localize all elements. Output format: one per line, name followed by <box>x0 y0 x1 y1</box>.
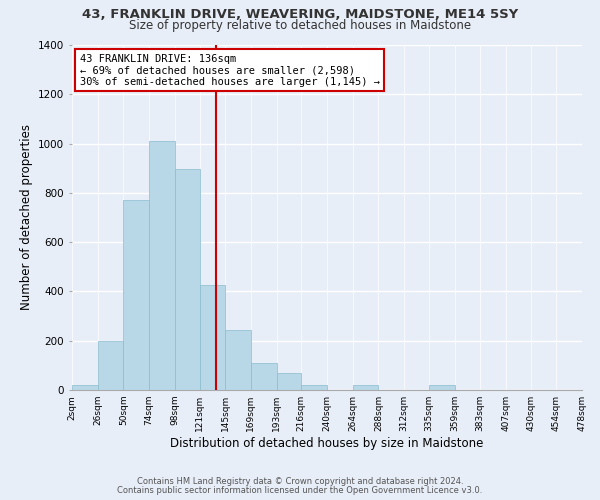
Text: Contains public sector information licensed under the Open Government Licence v3: Contains public sector information licen… <box>118 486 482 495</box>
Bar <box>277 373 301 390</box>
Bar <box>301 385 327 390</box>
Bar <box>353 385 379 390</box>
Y-axis label: Number of detached properties: Number of detached properties <box>20 124 32 310</box>
Text: 43, FRANKLIN DRIVE, WEAVERING, MAIDSTONE, ME14 5SY: 43, FRANKLIN DRIVE, WEAVERING, MAIDSTONE… <box>82 8 518 20</box>
Bar <box>225 330 251 390</box>
Bar <box>72 385 98 390</box>
X-axis label: Distribution of detached houses by size in Maidstone: Distribution of detached houses by size … <box>170 437 484 450</box>
Bar <box>124 200 149 390</box>
Text: 43 FRANKLIN DRIVE: 136sqm
← 69% of detached houses are smaller (2,598)
30% of se: 43 FRANKLIN DRIVE: 136sqm ← 69% of detac… <box>80 54 380 87</box>
Bar <box>175 170 199 390</box>
Bar <box>98 340 124 390</box>
Bar <box>429 385 455 390</box>
Bar <box>251 363 277 390</box>
Text: Size of property relative to detached houses in Maidstone: Size of property relative to detached ho… <box>129 19 471 32</box>
Bar <box>149 141 175 390</box>
Text: Contains HM Land Registry data © Crown copyright and database right 2024.: Contains HM Land Registry data © Crown c… <box>137 477 463 486</box>
Bar <box>199 286 225 390</box>
